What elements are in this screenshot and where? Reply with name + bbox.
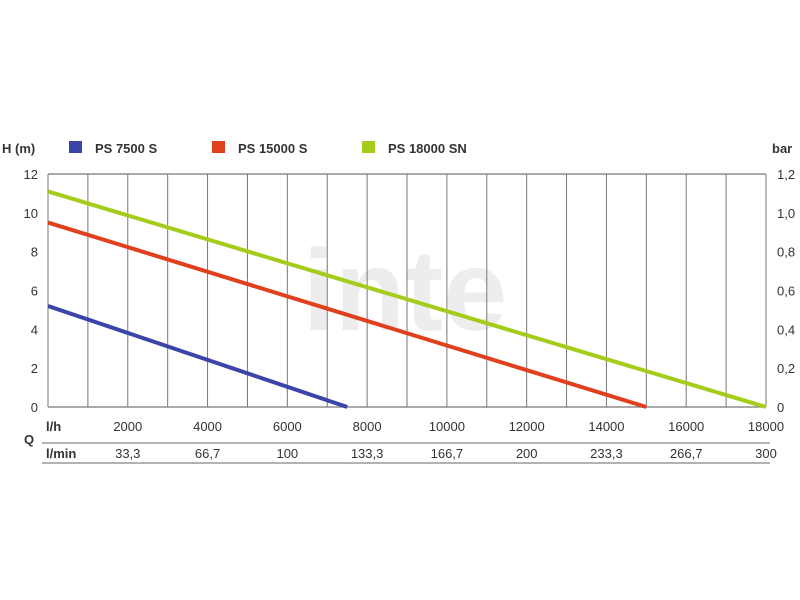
x-lh-label: l/h — [46, 419, 61, 434]
legend-label-0: PS 7500 S — [95, 141, 157, 156]
y-left-ticks: 0 2 4 6 8 10 12 — [24, 167, 38, 415]
x-lmin-label: l/min — [46, 446, 76, 461]
y-left-tick-label: 2 — [31, 361, 38, 376]
x-lmin-tick-label: 166,7 — [431, 446, 464, 461]
x-lmin-tick-label: 300 — [755, 446, 777, 461]
series-layer — [47, 189, 767, 409]
x-lmin-tick-label: 233,3 — [590, 446, 623, 461]
x-lh-tick-label: 4000 — [193, 419, 222, 434]
watermark-text: inte — [303, 227, 507, 355]
y-left-tick-label: 8 — [31, 245, 38, 260]
y-left-tick-label: 4 — [31, 322, 38, 337]
legend-swatch-2 — [362, 141, 375, 153]
left-axis-label: H (m) — [2, 141, 35, 156]
x-lmin-tick-label: 66,7 — [195, 446, 220, 461]
x-lh-tick-label: 16000 — [668, 419, 704, 434]
legend-label-1: PS 15000 S — [238, 141, 308, 156]
x-lmin-tick-label: 33,3 — [115, 446, 140, 461]
x-q-label: Q — [24, 432, 34, 447]
legend-label-2: PS 18000 SN — [388, 141, 467, 156]
x-lmin-tick-label: 200 — [516, 446, 538, 461]
x-lh-tick-label: 12000 — [509, 419, 545, 434]
legend-swatch-0 — [69, 141, 82, 153]
y-right-tick-label: 1,0 — [777, 206, 795, 221]
y-left-tick-label: 6 — [31, 284, 38, 299]
right-axis-label: bar — [772, 141, 792, 156]
series-line-2 — [47, 189, 767, 409]
x-lh-tick-label: 14000 — [588, 419, 624, 434]
x-lmin-tick-label: 266,7 — [670, 446, 703, 461]
x-lh-tick-label: 6000 — [273, 419, 302, 434]
y-right-ticks: 0 0,2 0,4 0,6 0,8 1,0 1,2 — [777, 167, 795, 415]
x-axis-table: l/h l/min Q 2000 33,3 4000 66,7 6000 100 8000 133,… — [24, 419, 784, 464]
y-left-tick-label: 10 — [24, 206, 38, 221]
x-lh-tick-label: 2000 — [113, 419, 142, 434]
x-lmin-tick-label: 100 — [276, 446, 298, 461]
y-right-tick-label: 0,2 — [777, 361, 795, 376]
y-right-tick-label: 0,6 — [777, 284, 795, 299]
legend: PS 7500 S PS 15000 S PS 18000 SN — [69, 141, 467, 156]
x-lh-tick-label: 18000 — [748, 419, 784, 434]
series-line-0 — [47, 304, 348, 409]
y-right-tick-label: 1,2 — [777, 167, 795, 182]
series-line-1 — [47, 220, 647, 409]
legend-swatch-1 — [212, 141, 225, 153]
y-right-tick-label: 0,4 — [777, 322, 795, 337]
y-right-tick-label: 0 — [777, 400, 784, 415]
y-right-tick-label: 0,8 — [777, 245, 795, 260]
x-lmin-tick-label: 133,3 — [351, 446, 384, 461]
x-lh-tick-label: 10000 — [429, 419, 465, 434]
y-left-tick-label: 0 — [31, 400, 38, 415]
grid — [47, 173, 767, 408]
x-lh-tick-label: 8000 — [353, 419, 382, 434]
y-left-tick-label: 12 — [24, 167, 38, 182]
